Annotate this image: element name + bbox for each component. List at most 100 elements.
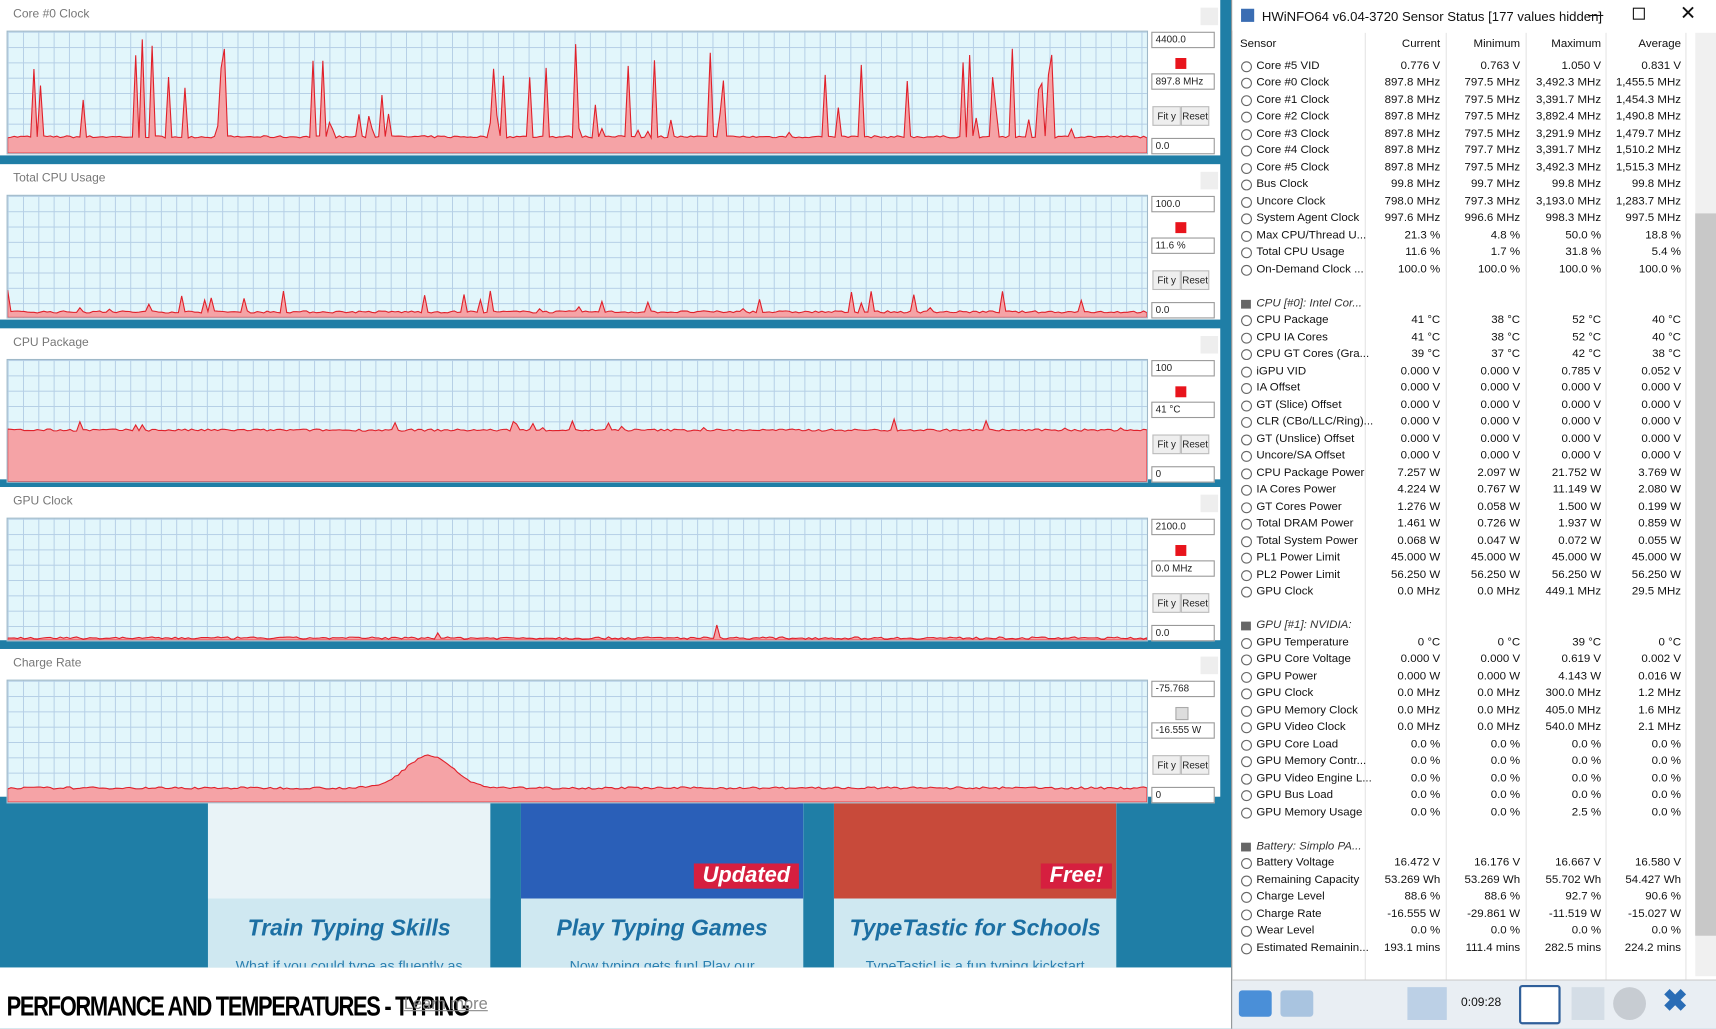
max-value-box[interactable]: 4400.0 xyxy=(1151,31,1215,49)
sensor-row[interactable]: On-Demand Clock ... 100.0 % 100.0 % 100.0 %… xyxy=(1232,261,1692,278)
sensor-row[interactable]: Total DRAM Power 1.461 W 0.726 W 1.937 W 0.8… xyxy=(1232,515,1692,532)
sensor-row[interactable]: Core #2 Clock 897.8 MHz 797.5 MHz 3,892.4 M… xyxy=(1232,108,1692,125)
sensor-row[interactable]: CPU Package 41 °C 38 °C 52 °C 40 °C xyxy=(1232,312,1692,329)
sensor-row[interactable]: Uncore Clock 798.0 MHz 797.3 MHz 3,193.0 MH… xyxy=(1232,193,1692,210)
sensor-row[interactable]: GT Cores Power 1.276 W 0.058 W 1.500 W 0.199… xyxy=(1232,498,1692,515)
max-value-box[interactable]: -75.768 xyxy=(1151,680,1215,698)
sensor-icon xyxy=(1241,518,1252,530)
sensor-row[interactable]: GPU Clock 0.0 MHz 0.0 MHz 449.1 MHz 29.5 MHz xyxy=(1232,583,1692,600)
sensor-row[interactable]: GPU Clock 0.0 MHz 0.0 MHz 300.0 MHz 1.2 MHz xyxy=(1232,685,1692,702)
panel-close[interactable] xyxy=(1200,656,1219,675)
close-button[interactable]: ✕ xyxy=(1679,2,1697,25)
network-button[interactable] xyxy=(1407,987,1447,1020)
sensor-row[interactable]: Max CPU/Thread U... 21.3 % 4.8 % 50.0 % 18.8… xyxy=(1232,227,1692,244)
min-value-box[interactable]: 0.0 xyxy=(1151,302,1215,319)
reset-button[interactable]: Reset xyxy=(1180,755,1210,775)
column-title[interactable]: Sensor xyxy=(1239,37,1277,51)
exit-button[interactable]: ✖ xyxy=(1662,983,1689,1018)
scroll-thumb[interactable] xyxy=(1695,213,1716,936)
sensor-row[interactable]: Estimated Remainin... 193.1 mins 111.4 min… xyxy=(1232,940,1692,957)
clock-button[interactable] xyxy=(1519,984,1561,1025)
column-title[interactable]: Maximum xyxy=(1551,37,1602,51)
sensor-row[interactable]: Core #4 Clock 897.8 MHz 797.7 MHz 3,391.7 M… xyxy=(1232,142,1692,159)
panel-close[interactable] xyxy=(1200,494,1219,513)
reset-button[interactable]: Reset xyxy=(1180,270,1210,291)
fit-button[interactable]: Fit y xyxy=(1152,755,1181,775)
panel-close[interactable] xyxy=(1200,7,1219,26)
sensor-row[interactable]: PL2 Power Limit 56.250 W 56.250 W 56.250 W 5… xyxy=(1232,566,1692,583)
promo-card[interactable]: Train Typing Skills What if you could typ… xyxy=(207,793,491,968)
sensor-row[interactable]: GPU Memory Clock 0.0 MHz 0.0 MHz 405.0 MHz 1… xyxy=(1232,702,1692,719)
color-square[interactable] xyxy=(1175,58,1187,69)
sensor-row[interactable]: Core #0 Clock 897.8 MHz 797.5 MHz 3,492.3 M… xyxy=(1232,74,1692,91)
nav-button[interactable] xyxy=(1238,990,1272,1017)
promo-card[interactable]: Play Typing Games Now typing gets fun! Pl… xyxy=(520,793,804,968)
sensor-row[interactable]: GPU Video Engine L... 0.0 % 0.0 % 0.0 % 0.0 … xyxy=(1232,770,1692,787)
sensor-row[interactable]: Core #5 Clock 897.8 MHz 797.5 MHz 3,492.3 M… xyxy=(1232,159,1692,176)
learn-more-link[interactable]: Learn more xyxy=(403,994,488,1014)
sensor-value: 0.000 V xyxy=(1400,414,1441,428)
column-title[interactable]: Average xyxy=(1638,37,1681,51)
color-square[interactable] xyxy=(1175,222,1187,234)
sensor-row[interactable]: IA Offset 0.000 V 0.000 V 0.000 V 0.000 V xyxy=(1232,380,1692,397)
sensor-row[interactable]: Core #1 Clock 897.8 MHz 797.5 MHz 3,391.7 M… xyxy=(1232,91,1692,108)
min-value-box[interactable]: 0.0 xyxy=(1151,624,1215,642)
sensor-row[interactable]: iGPU VID 0.000 V 0.000 V 0.785 V 0.052 V xyxy=(1232,363,1692,380)
sensor-row[interactable]: Charge Level 88.6 % 88.6 % 92.7 % 90.6 % xyxy=(1232,889,1692,906)
sensor-row[interactable]: Bus Clock 99.8 MHz 99.7 MHz 99.8 MHz 99.8 MH… xyxy=(1232,176,1692,193)
sensor-row[interactable]: GPU Memory Usage 0.0 % 0.0 % 2.5 % 0.0 % xyxy=(1232,804,1692,821)
panel-close[interactable] xyxy=(1200,335,1219,354)
color-square[interactable] xyxy=(1175,706,1189,721)
sensor-row[interactable]: GPU Core Load 0.0 % 0.0 % 0.0 % 0.0 % xyxy=(1232,736,1692,753)
panel-close[interactable] xyxy=(1200,171,1219,190)
sensor-row[interactable]: PL1 Power Limit 45.000 W 45.000 W 45.000 W 4… xyxy=(1232,549,1692,566)
max-value-box[interactable]: 100.0 xyxy=(1151,195,1215,213)
reset-button[interactable]: Reset xyxy=(1180,434,1210,455)
sensor-row[interactable]: GPU Memory Contr... 0.0 % 0.0 % 0.0 % 0.0 % xyxy=(1232,753,1692,770)
sensor-row[interactable]: CPU Package Power 7.257 W 2.097 W 21.752 W 3… xyxy=(1232,465,1692,482)
sensor-row[interactable]: CPU GT Cores (Gra... 39 °C 37 °C 42 °C 38 °C xyxy=(1232,346,1692,363)
sensor-row[interactable]: Core #5 VID 0.776 V 0.763 V 1.050 V 0.831 V xyxy=(1232,57,1692,74)
fit-button[interactable]: Fit y xyxy=(1152,106,1181,126)
fit-button[interactable]: Fit y xyxy=(1152,434,1181,455)
min-value-box[interactable]: 0 xyxy=(1151,466,1215,483)
settings-button[interactable] xyxy=(1613,987,1646,1020)
report-button[interactable] xyxy=(1571,987,1605,1020)
sensor-row[interactable]: GPU Bus Load 0.0 % 0.0 % 0.0 % 0.0 % xyxy=(1232,787,1692,804)
min-value-box[interactable]: 0.0 xyxy=(1151,137,1215,155)
sensor-row[interactable]: Total CPU Usage 11.6 % 1.7 % 31.8 % 5.4 % xyxy=(1232,244,1692,261)
sensor-row[interactable]: GPU Video Clock 0.0 MHz 0.0 MHz 540.0 MHz 2.… xyxy=(1232,719,1692,736)
sensor-row[interactable]: Uncore/SA Offset 0.000 V 0.000 V 0.000 V 0.0… xyxy=(1232,448,1692,465)
sensor-row[interactable]: Battery Voltage 16.472 V 16.176 V 16.667 V 1… xyxy=(1232,855,1692,872)
reset-button[interactable]: Reset xyxy=(1180,106,1210,126)
color-square[interactable] xyxy=(1175,545,1187,556)
sensor-row[interactable]: Charge Rate -16.555 W -29.861 W -11.519 W -1… xyxy=(1232,906,1692,923)
min-value-box[interactable]: 0 xyxy=(1151,786,1215,804)
sensor-row[interactable]: GT (Unslice) Offset 0.000 V 0.000 V 0.000 V… xyxy=(1232,431,1692,448)
sensor-row[interactable]: GPU Temperature 0 °C 0 °C 39 °C 0 °C xyxy=(1232,634,1692,651)
current-value-box: 0.0 MHz xyxy=(1151,560,1215,577)
color-square[interactable] xyxy=(1175,386,1187,398)
sensor-row[interactable]: Remaining Capacity 53.269 Wh 53.269 Wh 55.7… xyxy=(1232,872,1692,889)
sensor-row[interactable]: Wear Level 0.0 % 0.0 % 0.0 % 0.0 % xyxy=(1232,923,1692,940)
minimize-button[interactable]: — xyxy=(1587,5,1604,23)
sensor-row[interactable]: Core #3 Clock 897.8 MHz 797.5 MHz 3,291.9 M… xyxy=(1232,125,1692,142)
reset-button[interactable]: Reset xyxy=(1180,593,1210,613)
sensor-row[interactable]: GT (Slice) Offset 0.000 V 0.000 V 0.000 V 0.… xyxy=(1232,397,1692,414)
column-title[interactable]: Current xyxy=(1401,37,1441,51)
sensor-row[interactable]: System Agent Clock 997.6 MHz 996.6 MHz 998.… xyxy=(1232,210,1692,227)
nav-button[interactable] xyxy=(1280,990,1314,1017)
maximize-button[interactable] xyxy=(1632,7,1645,20)
sensor-row[interactable]: CLR (CBo/LLC/Ring)... 0.000 V 0.000 V 0.000… xyxy=(1232,414,1692,431)
column-title[interactable]: Minimum xyxy=(1473,37,1521,51)
fit-button[interactable]: Fit y xyxy=(1152,593,1181,613)
max-value-box[interactable]: 2100.0 xyxy=(1151,518,1215,536)
sensor-row[interactable]: Total System Power 0.068 W 0.047 W 0.072 W 0… xyxy=(1232,532,1692,549)
max-value-box[interactable]: 100 xyxy=(1151,360,1215,377)
sensor-row[interactable]: IA Cores Power 4.224 W 0.767 W 11.149 W 2.08… xyxy=(1232,482,1692,499)
fit-button[interactable]: Fit y xyxy=(1152,270,1181,291)
sensor-row[interactable]: CPU IA Cores 41 °C 38 °C 52 °C 40 °C xyxy=(1232,329,1692,346)
sensor-row[interactable]: GPU Core Voltage 0.000 V 0.000 V 0.619 V 0.0… xyxy=(1232,651,1692,668)
sensor-row[interactable]: GPU Power 0.000 W 0.000 W 4.143 W 0.016 W xyxy=(1232,668,1692,685)
promo-card[interactable]: TypeTastic for Schools TypeTastic! is a f… xyxy=(833,793,1117,968)
